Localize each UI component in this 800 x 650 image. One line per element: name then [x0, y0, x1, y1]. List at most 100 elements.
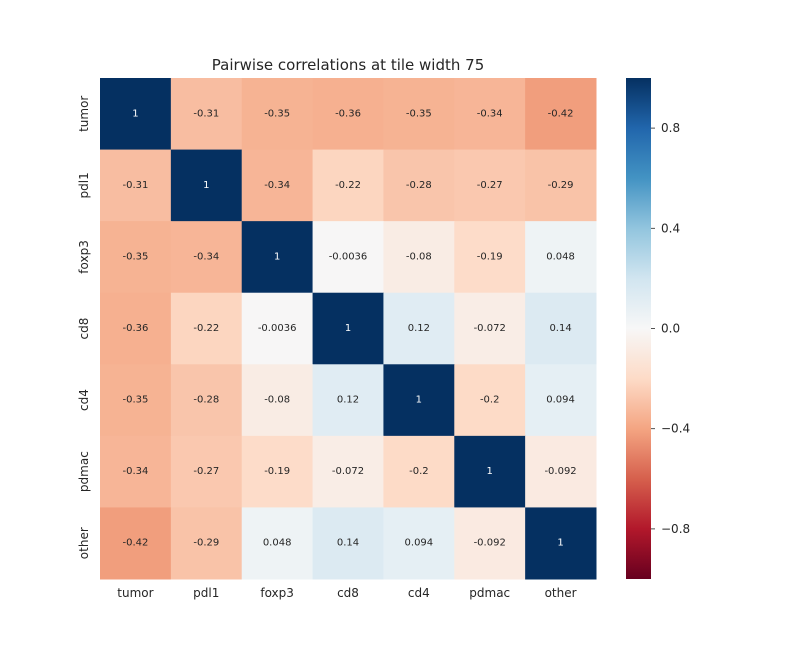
chart-title: Pairwise correlations at tile width 75 — [212, 56, 484, 74]
colorbar-tick-label: 0.8 — [661, 121, 680, 135]
heatmap-cell — [241, 435, 314, 508]
cell-annotation: -0.34 — [122, 466, 148, 477]
colorbar-tick-label: 0.0 — [661, 322, 680, 336]
heatmap-cell — [312, 149, 384, 222]
cell-annotation: 1 — [416, 395, 422, 406]
heatmap-cell — [525, 221, 597, 294]
y-tick-label: foxp3 — [77, 240, 91, 274]
heatmap-cell — [241, 149, 314, 222]
heatmap-cell — [383, 221, 455, 294]
heatmap-cell — [454, 292, 526, 365]
heatmap-cell — [100, 435, 172, 508]
cell-annotation: -0.36 — [122, 323, 148, 334]
cell-annotation: -0.29 — [193, 538, 219, 549]
colorbar-tick-label: 0.4 — [661, 221, 680, 235]
heatmap-cell — [383, 435, 455, 508]
y-tick-label: pdl1 — [77, 172, 91, 198]
colorbar-tick-label: −0.8 — [661, 522, 690, 536]
heatmap-cell — [241, 78, 314, 151]
cell-annotation: -0.0036 — [258, 323, 297, 334]
cell-annotation: 0.048 — [263, 538, 292, 549]
cell-annotation: -0.08 — [406, 251, 432, 262]
heatmap-cell — [454, 221, 526, 294]
cell-annotation: -0.092 — [474, 538, 506, 549]
heatmap-cell — [170, 149, 243, 222]
cell-annotation: -0.072 — [332, 466, 364, 477]
y-tick-label: cd8 — [77, 318, 91, 340]
cell-annotation: -0.092 — [544, 466, 576, 477]
cell-annotation: -0.36 — [335, 108, 361, 119]
cell-annotation: -0.27 — [193, 466, 219, 477]
cell-annotation: -0.0036 — [329, 251, 368, 262]
colorbar-ticks: 0.8 0.4 0.0 −0.4 −0.8 — [651, 121, 690, 536]
heatmap-cell — [454, 507, 526, 580]
cell-annotation: -0.34 — [193, 251, 219, 262]
heatmap-cell — [383, 292, 455, 365]
heatmap-cell — [100, 364, 172, 437]
y-tick-label: pdmac — [77, 451, 91, 492]
cell-annotation: -0.42 — [548, 108, 574, 119]
cell-annotation: -0.29 — [548, 180, 574, 191]
colorbar-tick-label: −0.4 — [661, 422, 690, 436]
cell-annotation: -0.19 — [477, 251, 503, 262]
heatmap-cell — [454, 78, 526, 151]
cell-annotation: -0.35 — [264, 108, 290, 119]
y-tick-label: tumor — [77, 96, 91, 132]
heatmap-cell — [170, 78, 243, 151]
cell-annotation: -0.27 — [477, 180, 503, 191]
heatmap-cell — [100, 507, 172, 580]
x-tick-label: other — [545, 586, 577, 600]
cell-annotation: -0.35 — [406, 108, 432, 119]
heatmap-cell — [525, 507, 597, 580]
heatmap-cell — [100, 292, 172, 365]
cell-annotation: -0.2 — [409, 466, 429, 477]
colorbar-gradient — [626, 78, 651, 579]
heatmap-cell — [170, 364, 243, 437]
heatmap-cell — [100, 149, 172, 222]
heatmap-cell — [454, 149, 526, 222]
heatmap-cell — [312, 221, 384, 294]
cell-annotation: 1 — [345, 323, 351, 334]
x-tick-label: cd8 — [337, 586, 359, 600]
cell-annotation: -0.42 — [122, 538, 148, 549]
x-tick-label: tumor — [117, 586, 153, 600]
cell-annotation: -0.35 — [122, 395, 148, 406]
cell-annotation: -0.28 — [193, 395, 219, 406]
heatmap-cell — [241, 364, 314, 437]
cell-annotation: 0.12 — [408, 323, 430, 334]
x-axis-ticks: tumor pdl1 foxp3 cd8 cd4 pdmac other — [117, 586, 576, 600]
heatmap-cells: 1 -0.31 -0.35 -0.36 -0.35 -0.34 -0.42 -0.31 1 -0.… — [100, 78, 597, 580]
heatmap-cell — [454, 435, 526, 508]
heatmap-cell — [170, 507, 243, 580]
cell-annotation: -0.34 — [264, 180, 290, 191]
y-axis-ticks: tumor pdl1 foxp3 cd8 cd4 pdmac other — [77, 96, 91, 560]
heatmap-cell — [525, 149, 597, 222]
cell-annotation: 0.094 — [546, 395, 575, 406]
heatmap-cell — [241, 507, 314, 580]
cell-annotation: 1 — [203, 180, 209, 191]
cell-annotation: -0.19 — [264, 466, 290, 477]
cell-annotation: 0.12 — [337, 395, 359, 406]
x-tick-label: pdl1 — [193, 586, 219, 600]
heatmap-cell — [383, 78, 455, 151]
cell-annotation: -0.31 — [193, 108, 219, 119]
heatmap-cell — [383, 149, 455, 222]
cell-annotation: -0.28 — [406, 180, 432, 191]
heatmap-cell — [241, 292, 314, 365]
x-tick-label: foxp3 — [260, 586, 294, 600]
heatmap-cell — [312, 78, 384, 151]
heatmap-cell — [383, 507, 455, 580]
cell-annotation: 0.14 — [549, 323, 571, 334]
heatmap-cell — [241, 221, 314, 294]
heatmap-cell — [525, 364, 597, 437]
colorbar — [626, 78, 651, 579]
heatmap-cell — [100, 78, 172, 151]
cell-annotation: -0.31 — [122, 180, 148, 191]
heatmap-cell — [454, 364, 526, 437]
cell-annotation: -0.22 — [193, 323, 219, 334]
cell-annotation: -0.072 — [474, 323, 506, 334]
heatmap-cell — [525, 292, 597, 365]
cell-annotation: -0.22 — [335, 180, 361, 191]
heatmap-cell — [170, 435, 243, 508]
